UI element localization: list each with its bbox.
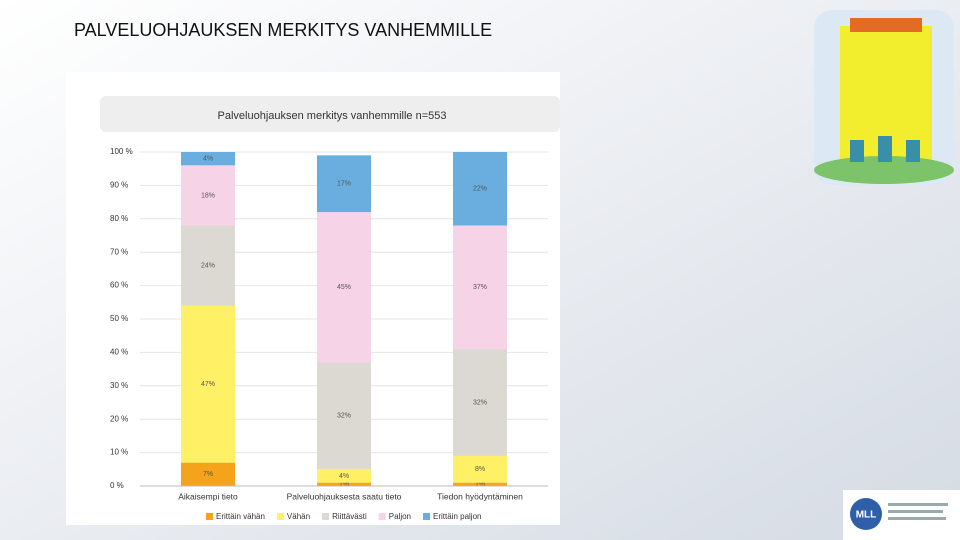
legend-label: Vähän	[287, 512, 310, 521]
x-tick-label: Aikaisempi tieto	[178, 491, 238, 501]
bar-segment	[181, 462, 235, 486]
value-label: 4%	[339, 473, 349, 480]
bar-segment	[317, 469, 371, 483]
logo-text: MLL	[856, 510, 877, 521]
value-label: 1%	[475, 481, 485, 488]
logo: MLL	[843, 490, 960, 540]
y-tick-label: 40 %	[110, 348, 128, 357]
bar-segment	[317, 212, 371, 363]
y-tick-label: 60 %	[110, 281, 128, 290]
value-label: 8%	[475, 466, 485, 473]
y-tick-label: 90 %	[110, 181, 128, 190]
value-label: 18%	[201, 192, 215, 199]
bar-segment	[181, 225, 235, 306]
y-tick-label: 10 %	[110, 448, 128, 457]
legend-swatch	[276, 513, 284, 520]
y-tick-label: 0 %	[110, 481, 124, 490]
bar-segment	[453, 225, 507, 350]
value-label: 17%	[337, 181, 351, 188]
legend-label: Erittäin paljon	[433, 512, 481, 521]
x-tick-label: Palveluohjauksesta saatu tieto	[287, 491, 402, 501]
bar-segment	[453, 455, 507, 483]
y-tick-label: 50 %	[110, 314, 128, 323]
chart-header	[100, 96, 560, 132]
x-tick-label: Tiedon hyödyntäminen	[437, 491, 523, 501]
value-label: 32%	[337, 413, 351, 420]
bar-segment	[453, 349, 507, 456]
bar-segment	[317, 155, 371, 213]
value-label: 1%	[339, 481, 349, 488]
y-tick-label: 80 %	[110, 214, 128, 223]
bar-segment	[453, 152, 507, 226]
value-label: 22%	[473, 186, 487, 193]
value-label: 37%	[473, 284, 487, 291]
slide-title: PALVELUOHJAUKSEN MERKITYS VANHEMMILLE	[74, 20, 492, 40]
chart-title: Palveluohjauksen merkitys vanhemmille n=…	[218, 110, 447, 122]
bar-segment	[181, 152, 235, 166]
y-tick-label: 20 %	[110, 414, 128, 423]
value-label: 47%	[201, 381, 215, 388]
value-label: 24%	[201, 262, 215, 269]
bar-segment	[181, 305, 235, 463]
y-tick-label: 30 %	[110, 381, 128, 390]
bar-segment	[317, 362, 371, 470]
bar-segment	[317, 482, 371, 486]
value-label: 4%	[203, 156, 213, 163]
legend-swatch	[378, 513, 386, 520]
value-label: 7%	[203, 471, 213, 478]
value-label: 45%	[337, 284, 351, 291]
value-label: 32%	[473, 399, 487, 406]
legend-label: Riittävästi	[332, 512, 367, 521]
legend-swatch	[206, 513, 213, 520]
poster	[814, 10, 954, 185]
legend-swatch	[322, 513, 330, 520]
legend-label: Erittäin vähän	[216, 512, 265, 521]
y-tick-label: 100 %	[110, 147, 133, 156]
legend-swatch	[423, 513, 430, 520]
bar-segment	[181, 165, 235, 226]
bar-segment	[453, 482, 507, 486]
legend-label: Paljon	[389, 512, 411, 521]
y-tick-label: 70 %	[110, 247, 128, 256]
